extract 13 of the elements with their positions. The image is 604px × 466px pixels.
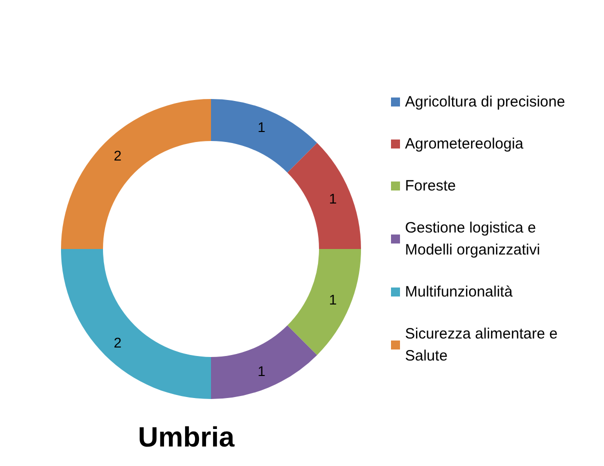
data-label: 2 — [114, 334, 122, 350]
data-label: 1 — [258, 119, 266, 136]
text: Umbria — [138, 422, 235, 452]
legend-label: Agrometereologia — [405, 136, 524, 152]
legend-label: Agricoltura di precisione — [405, 94, 566, 110]
legend-label: Gestione logistica e Modelli organizzativi — [405, 220, 540, 258]
data-label: 1 — [329, 190, 338, 206]
data-label: 1 — [329, 292, 338, 308]
data-label: 1 — [258, 362, 266, 379]
legend-label: Sicurezza alimentare e Salute — [405, 326, 562, 364]
legend-label: Foreste — [405, 178, 456, 194]
legend-label: Multifunzionalità — [405, 284, 514, 300]
data-label: 2 — [114, 148, 122, 164]
